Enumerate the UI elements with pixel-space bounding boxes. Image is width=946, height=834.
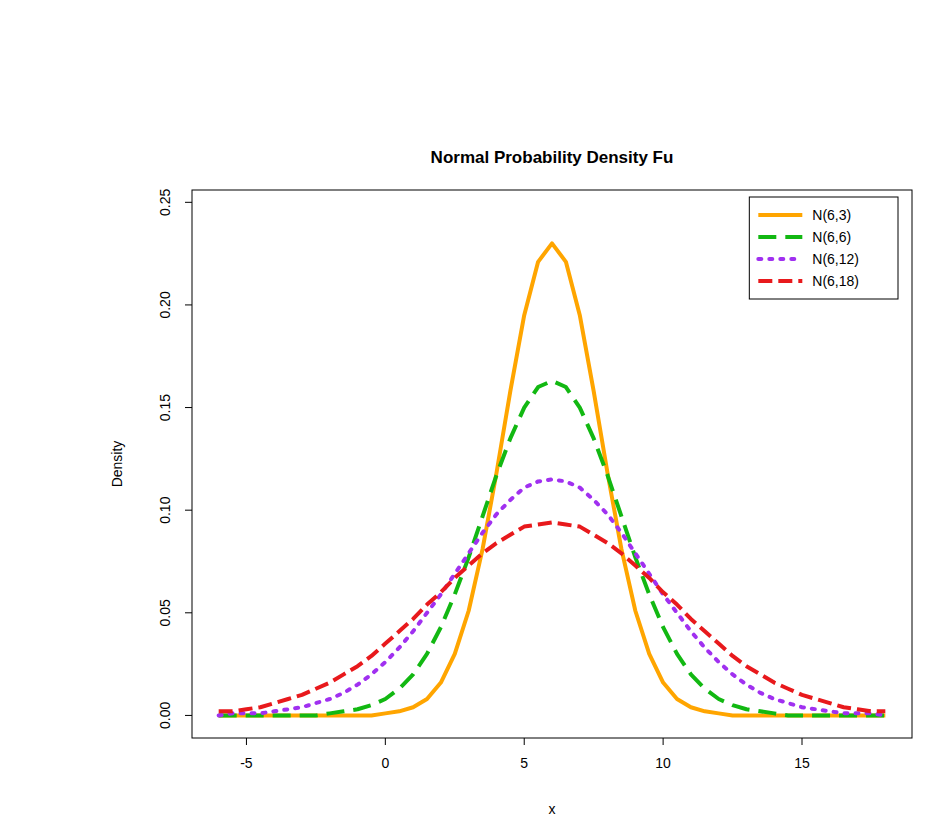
y-tick bbox=[185, 510, 192, 511]
legend-sample bbox=[758, 279, 802, 283]
x-tick bbox=[802, 738, 803, 745]
x-tick bbox=[385, 738, 386, 745]
x-tick bbox=[246, 738, 247, 745]
y-tick-label: 0.05 bbox=[157, 599, 173, 626]
y-tick-label: 0.25 bbox=[157, 188, 173, 215]
y-tick-label: 0.15 bbox=[157, 394, 173, 421]
series-line bbox=[219, 243, 886, 715]
legend-label: N(6,6) bbox=[812, 229, 851, 245]
title: Normal Probability Density Fu bbox=[431, 148, 674, 167]
series-line bbox=[219, 479, 886, 715]
x-tick bbox=[524, 738, 525, 745]
y-tick-label: 0.00 bbox=[157, 702, 173, 729]
x-axis-title: x bbox=[549, 801, 556, 817]
legend-sample bbox=[758, 235, 802, 239]
y-tick bbox=[185, 304, 192, 305]
series-line bbox=[219, 522, 886, 711]
legend-sample bbox=[758, 257, 802, 261]
x-tick-label: 5 bbox=[520, 755, 528, 771]
y-tick bbox=[185, 407, 192, 408]
legend-box bbox=[749, 197, 898, 299]
y-axis-title: Density bbox=[109, 441, 125, 488]
legend-sample bbox=[758, 213, 802, 217]
y-tick bbox=[185, 715, 192, 716]
x-tick-label: 15 bbox=[794, 755, 810, 771]
y-tick-label: 0.10 bbox=[157, 496, 173, 523]
background bbox=[0, 0, 946, 834]
y-tick-label: 0.20 bbox=[157, 291, 173, 318]
series-line bbox=[219, 381, 886, 716]
x-tick-label: 10 bbox=[655, 755, 671, 771]
plot-area bbox=[219, 243, 886, 715]
legend: N(6,3) N(6,6) N(6,12) N(6,18) bbox=[749, 197, 898, 299]
y-tick bbox=[185, 202, 192, 203]
x-tick bbox=[663, 738, 664, 745]
legend-label: N(6,18) bbox=[812, 273, 859, 289]
legend-label: N(6,12) bbox=[812, 251, 859, 267]
x-tick-label: 0 bbox=[381, 755, 389, 771]
y-tick bbox=[185, 612, 192, 613]
plot-frame bbox=[192, 190, 912, 738]
chart: Normal Probability Density Fu 0.00 0.05 0.1… bbox=[0, 0, 946, 834]
x-tick-label: -5 bbox=[240, 755, 253, 771]
legend-label: N(6,3) bbox=[812, 207, 851, 223]
